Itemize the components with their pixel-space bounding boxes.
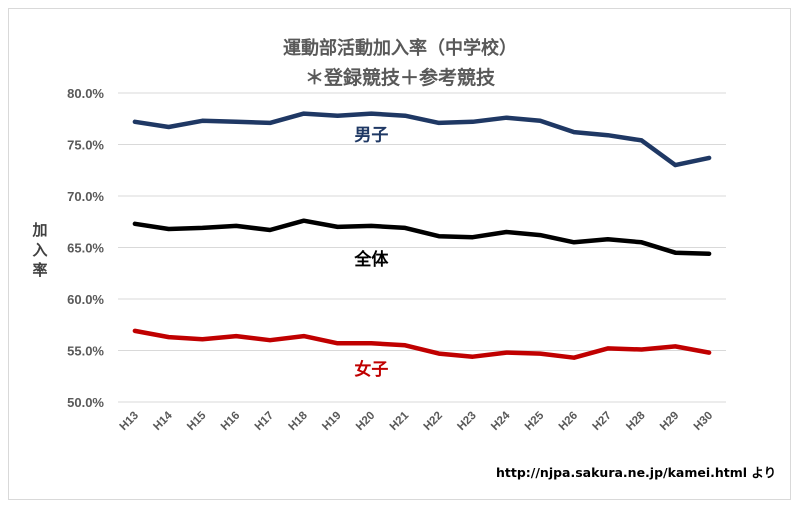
series-label: 全体 [353,249,389,270]
y-axis-label: 加入率 [32,221,48,279]
series-line [132,328,712,360]
x-tick-label: H16 [219,410,242,433]
series-label: 女子 [354,359,388,380]
y-tick-label: 65.0% [67,241,104,256]
x-tick-label: H28 [624,409,648,433]
x-tick-label: H21 [388,409,412,433]
series-label: 男子 [354,125,388,145]
x-tick-label: H29 [658,410,681,433]
x-tick-label: H26 [557,410,580,433]
chart-frame [8,8,791,500]
x-tick-label: H23 [455,410,478,433]
x-tick-label: H22 [422,410,445,433]
series-line [132,218,712,256]
y-tick-label: 55.0% [67,344,104,359]
x-tick-label: H30 [692,410,715,433]
x-tick-label: H24 [489,409,513,433]
x-tick-label: H20 [354,410,377,433]
x-tick-label: H15 [185,409,209,433]
y-tick-label: 75.0% [67,138,104,153]
x-tick-label: H18 [286,409,310,433]
x-tick-label: H17 [253,410,276,433]
source-text: http://njpa.sakura.ne.jp/kamei.html より [496,465,777,480]
y-tick-label: 70.0% [67,189,104,204]
x-tick-label: H13 [118,410,141,433]
series-line [132,111,712,168]
y-tick-label: 60.0% [67,292,104,307]
x-tick-label: H14 [151,409,175,433]
x-tick-label: H19 [320,410,343,433]
x-tick-label: H27 [590,410,613,433]
y-tick-label: 80.0% [67,86,104,101]
y-tick-label: 50.0% [67,395,104,410]
chart-subtitle: ＊登録競技＋参考競技 [304,67,495,89]
x-tick-label: H25 [523,409,547,433]
chart-title: 運動部活動加入率（中学校） [283,38,517,59]
